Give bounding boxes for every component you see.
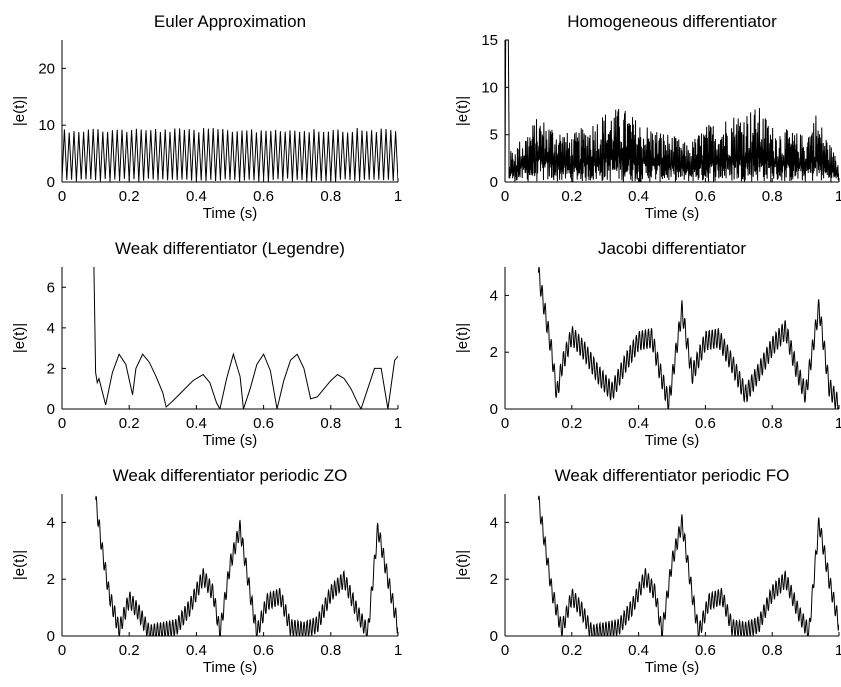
x-axis-label: Time (s)	[203, 205, 257, 222]
subplot-title: Weak differentiator (Legendre)	[115, 239, 345, 258]
x-tick-label: 1	[394, 188, 402, 205]
y-tick-label: 0	[490, 401, 498, 418]
x-tick-label: 0.4	[628, 188, 649, 205]
x-tick-label: 1	[835, 188, 841, 205]
y-tick-label: 4	[490, 287, 498, 304]
x-tick-label: 0.6	[695, 188, 716, 205]
data-line	[505, 40, 839, 182]
x-tick-label: 0.6	[253, 415, 274, 432]
subplot-title: Jacobi differentiator	[598, 239, 746, 258]
y-tick-label: 5	[490, 127, 498, 144]
x-axis-label: Time (s)	[645, 205, 699, 222]
y-tick-label: 15	[481, 32, 498, 49]
y-tick-label: 2	[490, 344, 498, 361]
x-tick-label: 0.8	[762, 642, 783, 659]
data-line	[537, 267, 839, 409]
y-tick-label: 4	[490, 514, 498, 531]
y-tick-label: 10	[38, 117, 55, 134]
y-tick-label: 0	[490, 628, 498, 645]
x-tick-label: 0	[501, 642, 509, 659]
y-tick-label: 0	[47, 174, 55, 191]
y-tick-label: 4	[47, 514, 55, 531]
x-tick-label: 0.4	[628, 415, 649, 432]
y-tick-label: 2	[47, 360, 55, 377]
x-tick-label: 0.2	[561, 415, 582, 432]
subplot-2: Homogeneous differentiator 0 0.2 0.4 0.6 0.8 1…	[454, 12, 841, 222]
y-axis-label: |e(t)|	[454, 323, 471, 353]
subplot-title: Weak differentiator periodic ZO	[113, 466, 348, 485]
subplot-6: Weak differentiator periodic FO 0 0.2 0.4 0.…	[454, 466, 841, 676]
y-tick-label: 2	[47, 571, 55, 588]
y-axis-label: |e(t)|	[11, 550, 28, 580]
x-axis-label: Time (s)	[645, 432, 699, 449]
x-tick-label: 0.6	[695, 642, 716, 659]
x-tick-label: 1	[835, 415, 841, 432]
x-tick-label: 0.6	[695, 415, 716, 432]
y-tick-label: 10	[481, 79, 498, 96]
y-axis-label: |e(t)|	[454, 96, 471, 126]
x-tick-label: 0.8	[762, 188, 783, 205]
y-tick-label: 0	[490, 174, 498, 191]
data-line	[62, 128, 398, 182]
x-tick-label: 0.2	[119, 642, 140, 659]
x-tick-label: 0	[58, 415, 66, 432]
x-tick-label: 0.8	[320, 188, 341, 205]
data-line	[95, 495, 398, 636]
subplot-title: Euler Approximation	[154, 12, 306, 31]
y-tick-label: 6	[47, 279, 55, 296]
y-tick-label: 20	[38, 60, 55, 77]
x-axis-label: Time (s)	[203, 659, 257, 676]
subplot-4: Jacobi differentiator 0 0.2 0.4 0.6 0.8 1 0 2 4 Ti…	[454, 239, 841, 449]
x-tick-label: 0.6	[253, 642, 274, 659]
y-axis-label: |e(t)|	[454, 550, 471, 580]
x-tick-label: 0	[58, 188, 66, 205]
subplot-title: Weak differentiator periodic FO	[555, 466, 790, 485]
x-tick-label: 0.6	[253, 188, 274, 205]
x-tick-label: 0.2	[561, 642, 582, 659]
x-axis-label: Time (s)	[645, 659, 699, 676]
x-tick-label: 1	[394, 642, 402, 659]
x-tick-label: 1	[394, 415, 402, 432]
y-axis-label: |e(t)|	[11, 323, 28, 353]
x-tick-label: 0.4	[186, 642, 207, 659]
subplot-5: Weak differentiator periodic ZO 0 0.2 0.4 0.…	[11, 466, 402, 676]
y-tick-label: 0	[47, 628, 55, 645]
subplot-title: Homogeneous differentiator	[567, 12, 777, 31]
data-line	[93, 267, 398, 409]
x-tick-label: 0.2	[561, 188, 582, 205]
x-tick-label: 1	[835, 642, 841, 659]
x-tick-label: 0.8	[320, 415, 341, 432]
x-tick-label: 0	[58, 642, 66, 659]
data-line	[537, 495, 839, 636]
y-axis-label: |e(t)|	[11, 96, 28, 126]
x-tick-label: 0.8	[762, 415, 783, 432]
x-tick-label: 0.4	[186, 415, 207, 432]
x-axis-label: Time (s)	[203, 432, 257, 449]
x-tick-label: 0.4	[186, 188, 207, 205]
y-tick-label: 0	[47, 401, 55, 418]
x-tick-label: 0.2	[119, 415, 140, 432]
y-tick-label: 4	[47, 320, 55, 337]
x-tick-label: 0.2	[119, 188, 140, 205]
x-tick-label: 0.8	[320, 642, 341, 659]
x-tick-label: 0.4	[628, 642, 649, 659]
y-tick-label: 2	[490, 571, 498, 588]
subplot-3: Weak differentiator (Legendre) 0 0.2 0.4 0.6…	[11, 239, 402, 449]
x-tick-label: 0	[501, 188, 509, 205]
x-tick-label: 0	[501, 415, 509, 432]
